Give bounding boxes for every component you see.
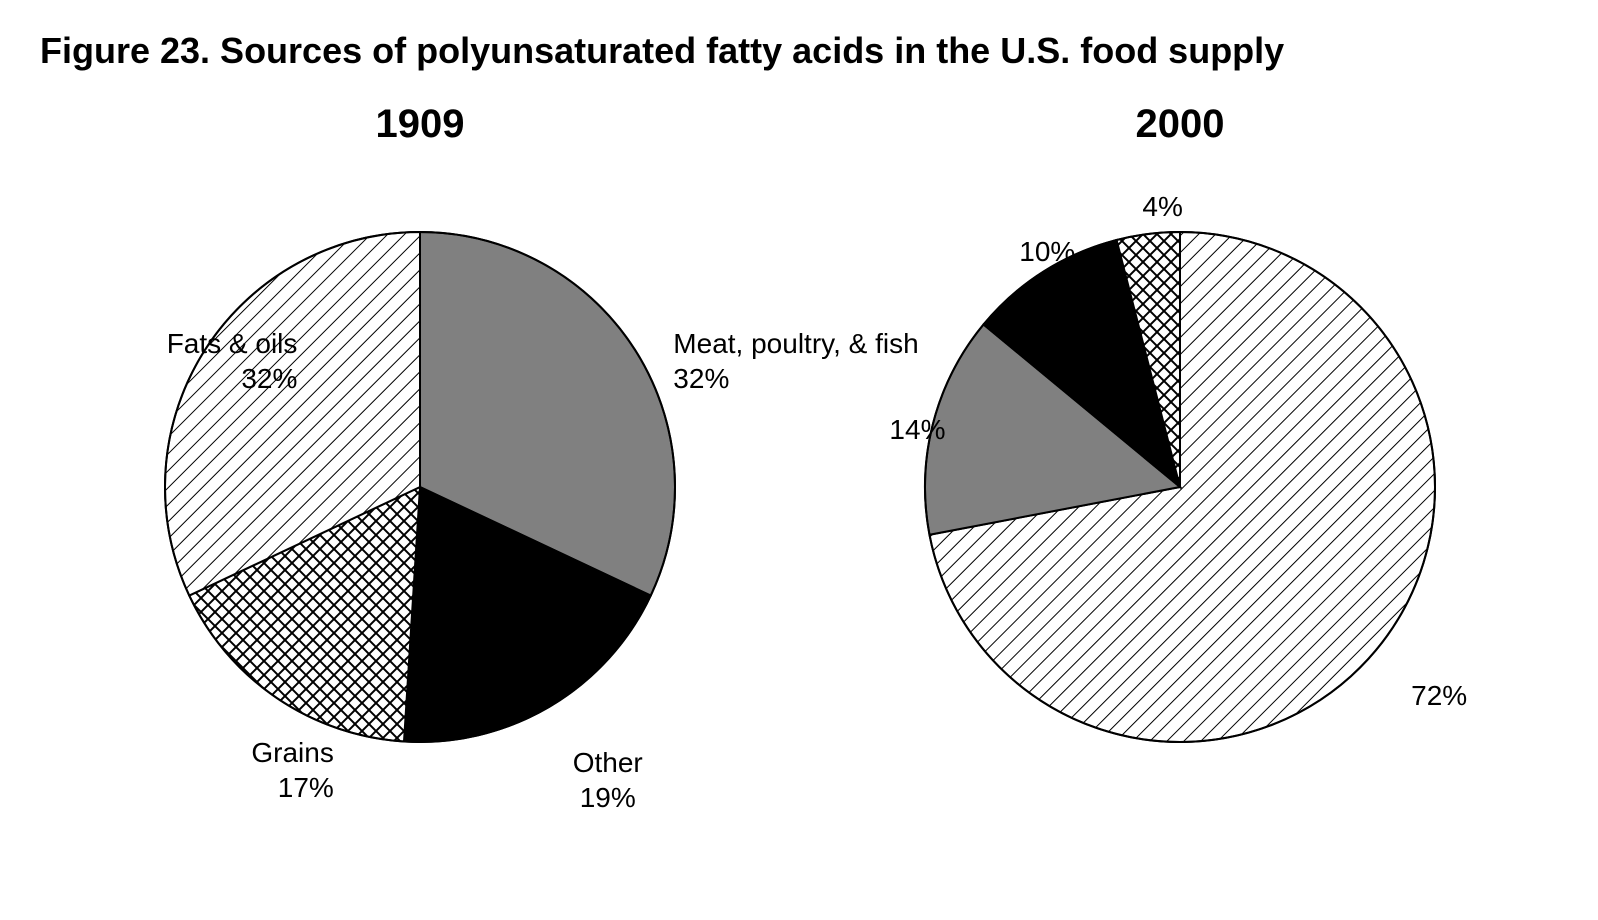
pie-wrap: Meat, poultry, & fish32%Other19%Grains17… bbox=[40, 157, 800, 897]
slice-label-grains: 4% bbox=[1142, 189, 1182, 224]
pie-chart-2000: 2000 72% 14% 10% 4% bbox=[800, 102, 1560, 902]
slice-label-grains: Grains17% bbox=[251, 735, 333, 805]
slice-label-fats: 72% bbox=[1411, 678, 1467, 713]
slice-label-line: 4% bbox=[1142, 189, 1182, 224]
slice-label-other: 10% bbox=[1019, 234, 1075, 269]
figure-container: Figure 23. Sources of polyunsaturated fa… bbox=[0, 0, 1598, 920]
figure-title: Figure 23. Sources of polyunsaturated fa… bbox=[40, 30, 1558, 72]
slice-label-line: Grains bbox=[251, 735, 333, 770]
charts-row: 1909Meat, poultry, & fish32%Other19%Grai… bbox=[40, 102, 1558, 902]
slice-label-line: 17% bbox=[251, 770, 333, 805]
slice-label-line: 19% bbox=[573, 780, 643, 815]
slice-label-meat: 14% bbox=[889, 412, 945, 447]
slice-label-line: 32% bbox=[167, 361, 298, 396]
pie-chart-1909: 1909Meat, poultry, & fish32%Other19%Grai… bbox=[40, 102, 800, 902]
pie-svg bbox=[800, 157, 1560, 897]
chart-year-label: 1909 bbox=[40, 102, 800, 147]
slice-label-other: Other19% bbox=[573, 745, 643, 815]
slice-label-line: 10% bbox=[1019, 234, 1075, 269]
pie-svg bbox=[40, 157, 800, 897]
chart-year-label: 2000 bbox=[800, 102, 1560, 147]
slice-label-line: Other bbox=[573, 745, 643, 780]
slice-label-line: 14% bbox=[889, 412, 945, 447]
pie-wrap: 72% 14% 10% 4% bbox=[800, 157, 1560, 897]
slice-label-line: 72% bbox=[1411, 678, 1467, 713]
slice-label-fats: Fats & oils32% bbox=[167, 326, 298, 396]
slice-label-line: Fats & oils bbox=[167, 326, 298, 361]
